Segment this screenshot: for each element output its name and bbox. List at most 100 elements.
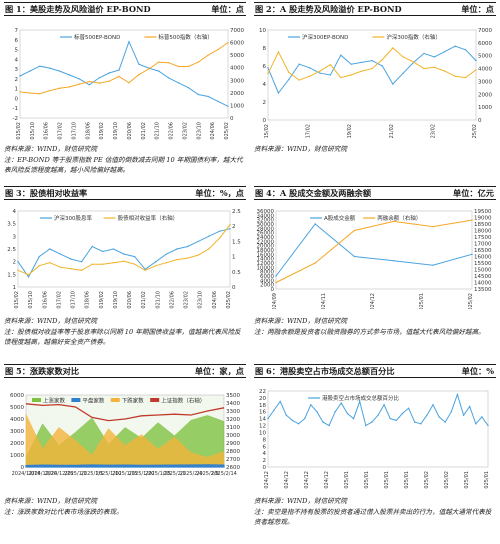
data-point [59,253,62,255]
y-tick-label-right: 7000 [230,28,244,34]
data-point [285,414,287,416]
series-line [17,224,231,276]
data-point [328,424,330,427]
y-tick-label-right: 15500 [474,261,492,267]
y-tick-label-left: 4 [15,57,19,63]
data-point [277,51,280,53]
x-tick-label: 2017/10 [71,122,77,140]
y-tick-label-right: 2.5 [232,209,241,215]
data-point [412,61,415,63]
figure-source: 资料来源：WIND，财信研究院 [4,145,97,153]
data-point [165,262,168,264]
legend-label: 沪深300指数（右轴） [386,33,441,41]
data-point [49,90,51,92]
figure-unit: 单位：% [461,366,494,376]
y-tick-label-left: 14 [259,417,266,423]
data-point [29,70,31,72]
y-tick-label-left: 0 [263,118,267,124]
data-point [155,261,157,263]
data-point [70,258,72,260]
data-point [167,62,170,64]
chart-area: 1 1.5 2 2.5 3 3.5 4 0 0.5 1 1.5 2 2.5 2015/02 2015/10 2… [4,203,246,309]
y-tick-label-right: 16000 [474,255,492,261]
figure-title: 图 4：A 股成交金额及两融余额 单位：亿元 [254,186,496,200]
x-tick-label: 2024/12 [370,293,376,309]
series-area [25,414,225,468]
chart-svg: 0 2 4 6 8 10 0 1000 2000 3000 4000 5000 6000 7000 2015… [259,28,492,138]
data-point [112,262,115,264]
data-point [38,265,40,267]
plot-frame [17,210,231,288]
legend-label: 两融余额（右轴） [377,214,421,222]
series-area [25,464,225,468]
data-point [475,69,477,71]
data-point [319,72,321,74]
data-point [432,404,434,406]
x-tick-label: 2022/06 [169,291,175,309]
data-point [49,262,51,264]
x-tick-label: 2016/06 [44,122,50,140]
y-tick-label-right: 2700 [226,457,240,463]
figure-title: 图 5：涨跌家数对比 单位：家，点 [4,364,246,378]
x-tick-label: 2025/02 [226,291,232,309]
data-point [197,254,199,256]
data-point [433,56,436,58]
figure-title: 图 3：股债相对收益率 单位：%，点 [4,186,246,200]
data-point [319,70,321,72]
data-point [177,82,180,84]
y-tick-label-right: 1000 [230,103,244,109]
y-tick-label-right: 3400 [226,401,240,407]
y-tick-label-right: 16500 [474,248,492,254]
chart-svg: -2 -1 0 1 2 3 4 5 6 7 0 1000 2000 3000 4000 5000 6000 700… [13,28,245,140]
data-point [275,281,277,284]
y-tick-label-left: 5 [15,48,19,54]
data-point [414,421,416,423]
data-point [58,70,61,72]
data-point [454,75,456,77]
data-point [197,240,199,243]
figure-notes: 资料来源：WIND，财信研究院 注：股债相对收益率等于股息率除以同期 10 年期… [4,316,246,348]
x-tick-label: 2024/11 [321,293,327,309]
y-tick-label-right: 14000 [474,281,492,287]
x-tick-label: 2023/02 [184,291,190,309]
data-point [176,248,178,250]
x-tick-label: 2021/02 [141,122,147,140]
data-point [423,67,425,70]
series-line [267,45,477,94]
y-tick-label-right: 2600 [226,465,240,471]
figure-title: 图 6：港股卖空占市场成交总额百分比 单位：% [254,364,496,378]
y-tick-label-right: 5000 [230,53,244,59]
data-point [381,58,384,61]
y-tick-label-left: 6000 [10,393,24,399]
y-tick-label-left: 20000 [257,244,275,250]
x-tick-label: 2025/01 [384,471,390,489]
data-point [108,72,110,74]
x-tick-label: 2025/01 [419,293,425,309]
y-tick-label-left: 6000 [260,274,274,280]
data-point [353,255,356,258]
x-tick-label: 2019/02 [99,122,105,140]
x-tick-label: 2021/10 [155,122,161,140]
x-tick-label: 2024/06 [210,122,216,140]
y-tick-label-left: 24000 [257,235,275,241]
y-tick-label-left: 0 [263,465,267,471]
y-tick-label-right: 3000 [478,79,492,85]
y-tick-label-right: 14500 [474,274,492,280]
y-tick-label-left: 2000 [10,441,24,447]
data-point [298,63,300,65]
data-point [38,255,40,258]
chart-svg: 1 1.5 2 2.5 3 3.5 4 0 0.5 1 1.5 2 2.5 2015/02 2015/10 2… [7,209,241,309]
legend-label: 沪深300股息率 [54,214,92,222]
data-point [392,220,395,223]
data-point [365,424,367,427]
x-tick-label: 2024/12 [284,471,290,489]
data-point [128,41,130,43]
x-tick-label: 2024/12/25 [45,471,74,477]
y-tick-label-right: 2800 [226,449,240,455]
x-tick-label: 2025/01 [484,471,490,489]
data-point [138,63,140,65]
x-tick-label: 2024/12 [304,471,310,489]
data-point [98,77,100,79]
y-tick-label-left: 1 [15,87,19,93]
